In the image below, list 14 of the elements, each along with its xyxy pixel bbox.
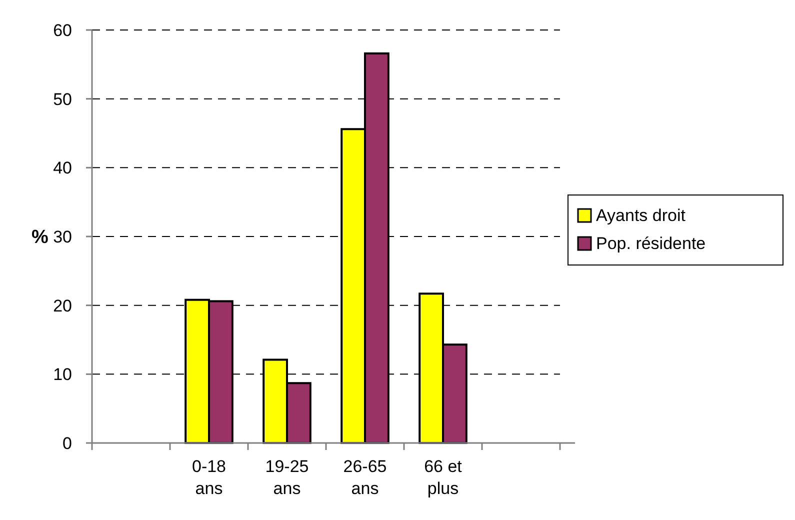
y-tick-label: 40 [53,158,72,178]
x-tick-label: 26-65 ans [343,457,387,498]
legend-label: Pop. résidente [596,234,706,253]
x-tick-label: 19-25 ans [265,457,309,498]
y-tick-label: 0 [62,434,72,453]
y-tick-label: 60 [53,20,72,40]
x-tick-label: 66 et plus [424,457,462,498]
legend-label: Ayants droit [596,206,686,225]
y-tick-label: 10 [53,365,72,384]
y-tick-label: 20 [53,296,72,316]
y-axis-title: % [32,227,49,248]
y-tick-label: 30 [53,227,72,246]
x-tick-label: 0-18 ans [192,457,226,498]
y-tick-label: 50 [53,90,72,109]
